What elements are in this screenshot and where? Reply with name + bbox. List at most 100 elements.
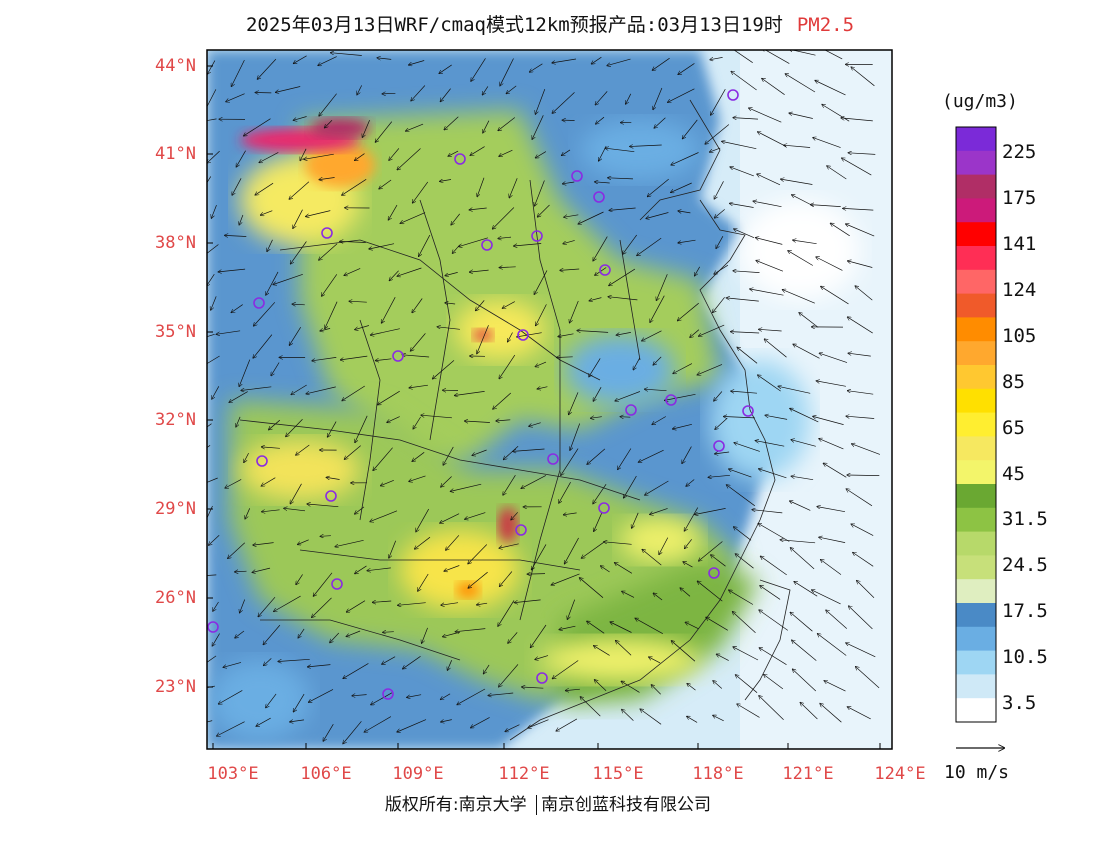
wind-vector bbox=[477, 603, 488, 605]
wind-vector bbox=[567, 599, 576, 620]
city-marker bbox=[547, 453, 559, 465]
colorbar-label: 10.5 bbox=[1002, 646, 1048, 668]
wind-vector bbox=[207, 274, 215, 286]
colorbar-swatch bbox=[956, 412, 996, 437]
wind-vector bbox=[529, 422, 541, 427]
wind-vector bbox=[578, 211, 604, 224]
wind-vector bbox=[364, 716, 392, 732]
wind-vector bbox=[564, 214, 579, 217]
wind-vector bbox=[231, 304, 243, 313]
wind-reference-label: 10 m/s bbox=[944, 762, 1010, 783]
wind-vector bbox=[341, 355, 368, 360]
wind-vector bbox=[216, 330, 241, 335]
wind-vector bbox=[535, 361, 547, 367]
wind-vector bbox=[262, 510, 280, 512]
concentration-field bbox=[207, 50, 892, 749]
wind-vector bbox=[259, 152, 279, 162]
wind-vector bbox=[293, 209, 303, 229]
city-marker bbox=[713, 440, 725, 452]
wind-vector bbox=[823, 463, 847, 478]
wind-vector bbox=[818, 634, 847, 656]
wind-vector bbox=[559, 625, 576, 629]
wind-vector bbox=[713, 715, 724, 722]
wind-vector bbox=[716, 236, 724, 248]
lat-label-35: 35°N bbox=[155, 322, 196, 342]
wind-vector bbox=[820, 704, 842, 723]
wind-vector bbox=[371, 328, 400, 335]
wind-vector bbox=[450, 483, 482, 491]
wind-vector bbox=[715, 417, 728, 429]
wind-vector bbox=[318, 56, 337, 66]
wind-vector bbox=[376, 359, 392, 361]
wind-vector bbox=[388, 204, 398, 220]
wind-vector bbox=[440, 88, 451, 102]
wind-vector bbox=[451, 213, 460, 225]
wind-vector bbox=[687, 684, 696, 691]
lon-label-103: 103°E bbox=[207, 764, 259, 784]
wind-vector bbox=[207, 60, 216, 74]
wind-vector bbox=[441, 476, 452, 487]
colorbar-label: 124 bbox=[1002, 279, 1037, 301]
wind-vector bbox=[207, 505, 213, 519]
wind-vector bbox=[624, 475, 637, 498]
wind-vector bbox=[668, 88, 695, 103]
wind-vector bbox=[505, 724, 520, 732]
boundary-lines bbox=[239, 99, 791, 741]
wind-vector bbox=[695, 508, 726, 514]
wind-vector bbox=[791, 440, 816, 447]
wind-vector bbox=[211, 296, 217, 310]
wind-vector bbox=[340, 241, 366, 242]
wind-vector bbox=[373, 447, 393, 471]
wind-vector bbox=[591, 56, 602, 64]
wind-vector bbox=[211, 204, 217, 218]
wind-vector bbox=[284, 508, 306, 512]
city-marker bbox=[517, 329, 529, 341]
colorbar-label: 85 bbox=[1002, 371, 1025, 393]
wind-vector bbox=[650, 295, 665, 323]
wind-vector bbox=[304, 153, 334, 159]
wind-vector bbox=[257, 58, 277, 79]
wind-vector bbox=[531, 624, 547, 648]
wind-vector bbox=[633, 357, 641, 370]
wind-vector bbox=[819, 439, 844, 450]
wind-vector bbox=[503, 475, 516, 495]
wind-vector bbox=[493, 207, 515, 229]
wind-vector bbox=[758, 375, 781, 392]
wind-vector bbox=[383, 632, 394, 633]
colorbar-swatch bbox=[956, 460, 996, 485]
wind-vector bbox=[757, 174, 781, 186]
colorbar-swatch bbox=[956, 341, 996, 366]
wind-vector bbox=[517, 332, 542, 337]
wind-vector bbox=[276, 86, 301, 93]
wind-vector bbox=[236, 416, 241, 427]
wind-vector bbox=[816, 381, 846, 387]
wind-vector bbox=[653, 356, 662, 365]
wind-vector bbox=[289, 181, 310, 199]
wind-vector bbox=[782, 290, 815, 304]
wind-vector bbox=[504, 446, 519, 459]
wind-vector bbox=[616, 641, 632, 656]
wind-vector bbox=[306, 386, 336, 394]
wind-vector bbox=[843, 208, 874, 210]
wind-vector bbox=[207, 720, 213, 723]
wind-vector bbox=[387, 416, 400, 423]
wind-vector bbox=[842, 158, 872, 176]
wind-vector bbox=[231, 59, 245, 86]
wind-vector bbox=[563, 240, 575, 243]
wind-vector bbox=[445, 272, 458, 275]
wind-vector bbox=[759, 648, 787, 665]
wind-vector bbox=[409, 60, 425, 66]
wind-vector bbox=[671, 641, 696, 662]
wind-vector bbox=[471, 717, 490, 727]
wind-vector bbox=[217, 721, 245, 736]
axis-ticks bbox=[207, 65, 881, 749]
wind-vector bbox=[793, 344, 820, 359]
wind-vector bbox=[459, 237, 489, 247]
city-marker bbox=[515, 524, 527, 536]
city-marker bbox=[256, 455, 268, 467]
city-marker bbox=[392, 350, 404, 362]
wind-vector bbox=[468, 544, 488, 564]
wind-vector bbox=[470, 146, 485, 156]
city-marker bbox=[454, 153, 466, 165]
wind-vector bbox=[733, 50, 753, 63]
